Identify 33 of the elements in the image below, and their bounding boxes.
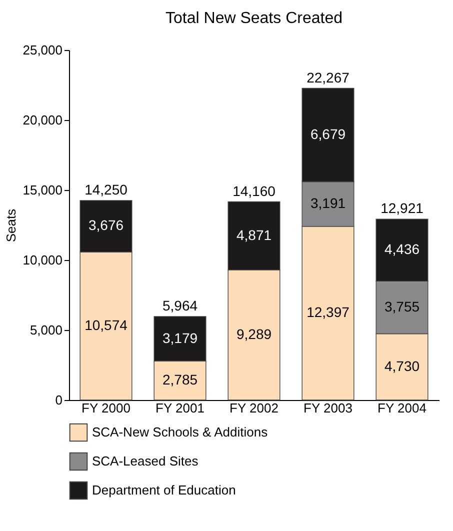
y-axis-title: Seats xyxy=(4,208,19,242)
data-label: 6,679 xyxy=(310,126,346,142)
x-tick-label: FY 2001 xyxy=(156,400,204,416)
data-label: 10,574 xyxy=(84,316,128,333)
y-tick-label: 25,000 xyxy=(22,42,62,58)
data-label: 2,785 xyxy=(162,372,198,388)
x-tick-label: FY 2003 xyxy=(304,400,352,416)
y-tick-label: 5,000 xyxy=(30,322,62,338)
data-label: 12,397 xyxy=(306,304,350,320)
data-label: 4,871 xyxy=(236,226,272,243)
total-label: 14,160 xyxy=(232,182,276,199)
legend-label: Department of Education xyxy=(92,482,236,498)
x-tick-label: FY 2002 xyxy=(230,400,278,416)
y-tick-label: 0 xyxy=(55,392,62,408)
x-tick-label: FY 2004 xyxy=(378,400,426,416)
legend-label: SCA-Leased Sites xyxy=(92,454,199,468)
data-label: 4,436 xyxy=(384,241,420,258)
data-label: 3,755 xyxy=(384,298,420,314)
chart-title: Total New Seats Created xyxy=(166,10,342,27)
legend-label: SCA-New Schools & Additions xyxy=(92,424,268,440)
data-label: 3,179 xyxy=(162,330,198,346)
y-tick-label: 10,000 xyxy=(22,252,62,268)
total-label: 22,267 xyxy=(306,69,350,86)
total-label: 14,250 xyxy=(84,182,128,198)
data-label: 3,676 xyxy=(88,217,124,234)
total-label: 12,921 xyxy=(380,200,424,216)
data-label: 9,289 xyxy=(236,326,272,342)
y-tick-label: 15,000 xyxy=(22,182,62,198)
data-label: 3,191 xyxy=(310,195,346,212)
y-tick-label: 20,000 xyxy=(22,112,62,128)
data-label: 4,730 xyxy=(384,358,420,374)
total-label: 5,964 xyxy=(162,298,198,314)
x-tick-label: FY 2000 xyxy=(82,400,130,416)
